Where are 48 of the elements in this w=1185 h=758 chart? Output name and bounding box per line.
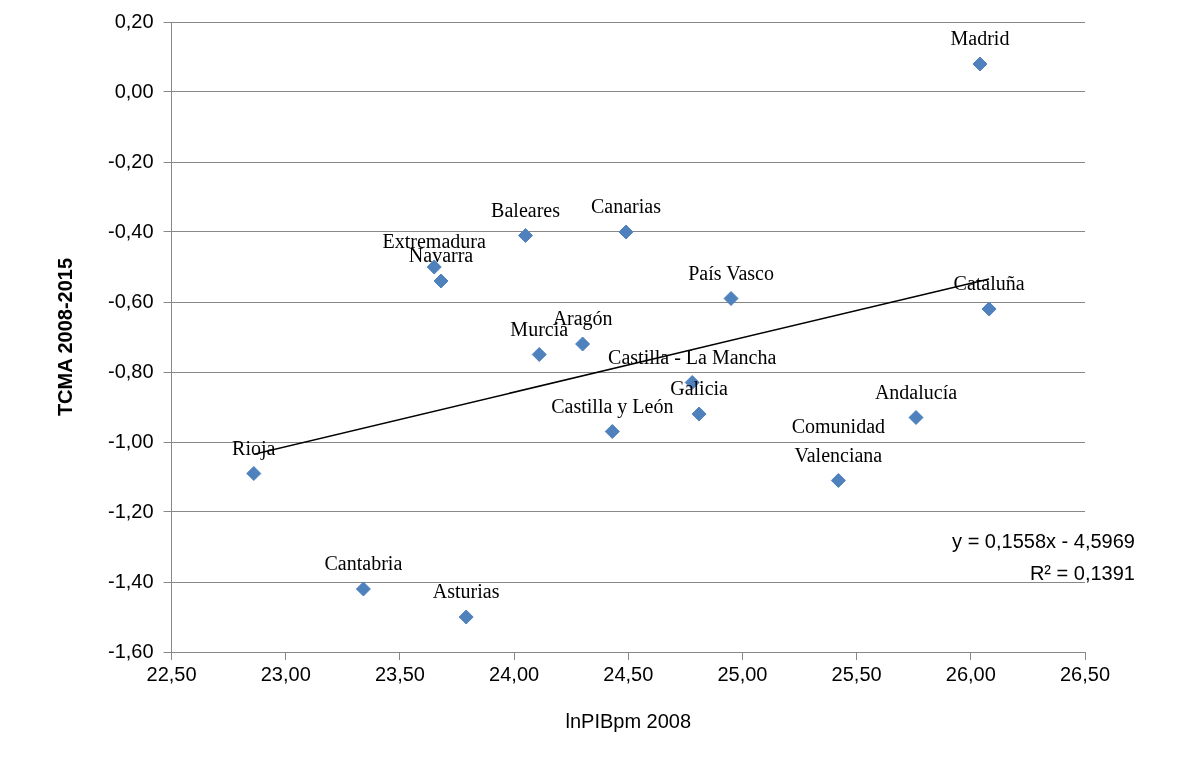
x-tick-label: 23,50 — [374, 662, 425, 685]
annotation: País Vasco — [688, 261, 774, 284]
point — [433, 273, 449, 289]
x-tick-label: 23,00 — [260, 662, 311, 685]
y-tick-label: -0,80 — [107, 359, 154, 382]
point — [604, 424, 620, 439]
x-tick-label: 25,00 — [717, 662, 768, 685]
point — [981, 301, 997, 317]
x-tick-label: 24,00 — [489, 662, 540, 685]
point — [972, 56, 988, 72]
annotation: Canarias — [591, 195, 662, 218]
point — [575, 336, 591, 352]
annotation: Madrid — [950, 27, 1010, 50]
y-tick-label: -0,60 — [107, 289, 154, 312]
y-tick-label: -0,20 — [107, 149, 154, 172]
y-tick-label: -1,00 — [107, 429, 154, 452]
x-tick-label: 26,50 — [1059, 662, 1111, 685]
annotation: Rioja — [232, 436, 276, 460]
x-tick-label: 26,00 — [945, 662, 996, 685]
point — [830, 473, 846, 488]
point — [691, 406, 707, 422]
point — [618, 224, 634, 240]
y-tick-label: -1,20 — [107, 499, 154, 522]
annotation: Comunidad Valenciana — [791, 414, 886, 466]
annotation: Castilla - La Mancha — [608, 345, 777, 368]
annotation: Cantabria — [324, 552, 403, 575]
point — [355, 581, 371, 597]
annotation: Asturias — [432, 580, 500, 603]
y-axis-title: TCMA 2008-2015 — [53, 257, 76, 417]
point — [246, 466, 262, 481]
y-tick-label: -0,40 — [107, 219, 154, 242]
y-tick-label: -1,60 — [107, 639, 154, 662]
point — [723, 291, 739, 306]
annotation: y = 0,1558x - 4,5969 — [952, 529, 1135, 552]
x-tick-label: 22,50 — [146, 662, 197, 685]
annotation: R² = 0,1391 — [1029, 561, 1135, 584]
x-axis-title: lnPIBpm 2008 — [565, 709, 692, 732]
y-tick-label: 0,00 — [114, 79, 154, 102]
point — [518, 228, 534, 243]
annotation: Andalucía — [874, 380, 958, 403]
y-tick-label: 0,20 — [114, 9, 154, 32]
x-tick-label: 25,50 — [831, 662, 882, 685]
annotation: Baleares — [491, 198, 561, 221]
x-tick-label: 24,50 — [603, 662, 654, 685]
y-tick-label: -1,40 — [107, 569, 154, 592]
point — [908, 410, 924, 425]
point — [531, 347, 547, 362]
point — [458, 609, 474, 625]
